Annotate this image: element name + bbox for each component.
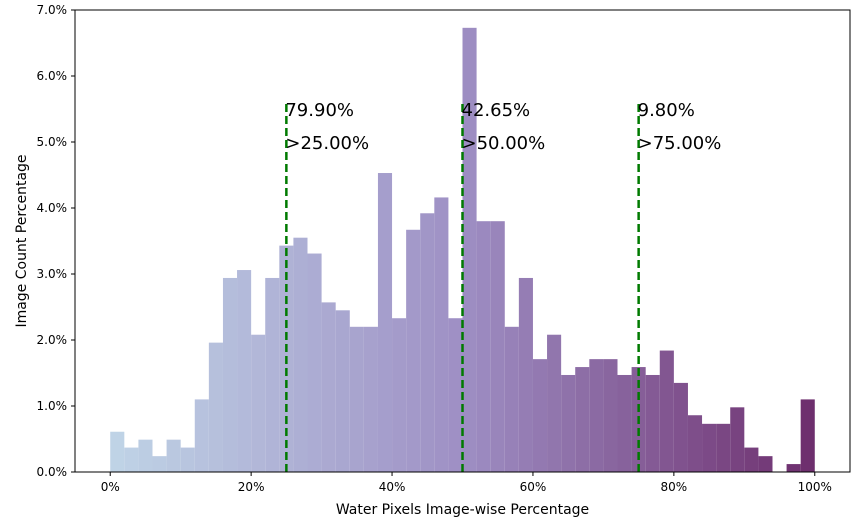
threshold-value-label: 42.65% <box>462 100 531 121</box>
histogram-bar <box>434 197 449 472</box>
x-tick-label: 100% <box>798 480 832 494</box>
histogram-bar <box>293 237 308 472</box>
histogram-bar <box>589 359 604 472</box>
histogram-bar <box>702 423 717 472</box>
histogram-bar <box>363 326 378 472</box>
histogram-bar <box>335 310 350 472</box>
histogram-bar <box>490 221 505 472</box>
x-tick-label: 20% <box>238 480 265 494</box>
histogram-bar <box>716 423 731 472</box>
histogram-bar <box>124 447 139 472</box>
y-tick-label: 6.0% <box>37 69 68 83</box>
histogram-bar <box>152 456 167 472</box>
histogram-bar <box>603 359 618 472</box>
threshold-value-label: 9.80% <box>638 100 695 121</box>
y-tick-label: 4.0% <box>37 201 68 215</box>
histogram-bar <box>166 439 181 472</box>
bars-group <box>110 27 815 472</box>
histogram-bar <box>251 334 266 472</box>
histogram-bar <box>504 326 519 472</box>
y-axis-ticks: 0.0% 1.0% 2.0% 3.0% 4.0% 5.0% 6.0% 7.0% <box>37 3 75 479</box>
histogram-bar <box>208 342 223 472</box>
threshold-value-label: 79.90% <box>285 100 354 121</box>
y-tick-label: 5.0% <box>37 135 68 149</box>
y-axis-label: Image Count Percentage <box>14 154 30 327</box>
histogram-bar <box>307 253 322 472</box>
histogram-bar <box>561 374 576 472</box>
x-tick-label: 80% <box>661 480 688 494</box>
y-tick-label: 7.0% <box>37 3 68 17</box>
histogram-bar <box>392 318 407 472</box>
histogram-bar <box>110 431 125 472</box>
x-tick-label: 40% <box>379 480 406 494</box>
threshold-range-label: >50.00% <box>462 133 546 154</box>
histogram-bar <box>518 277 533 472</box>
histogram-bar <box>222 277 238 472</box>
histogram-bar <box>532 359 548 472</box>
histogram-bar <box>377 173 393 472</box>
histogram-bar <box>575 367 590 472</box>
x-tick-label: 0% <box>101 480 120 494</box>
histogram-bar <box>138 439 153 472</box>
y-tick-label: 0.0% <box>37 465 68 479</box>
histogram-bar <box>730 407 745 472</box>
histogram-bar <box>687 415 703 472</box>
histogram-bar <box>180 447 195 472</box>
threshold-range-label: >25.00% <box>285 133 369 154</box>
histogram-bar <box>406 229 421 472</box>
x-axis-ticks: 0% 20% 40% 60% 80% 100% <box>101 472 832 494</box>
histogram-bar <box>349 326 364 472</box>
x-tick-label: 60% <box>520 480 547 494</box>
plot-frame <box>74 9 851 473</box>
y-tick-label: 2.0% <box>37 333 68 347</box>
histogram-bar <box>476 221 491 472</box>
histogram-bar <box>673 382 688 472</box>
histogram-bar <box>194 399 209 472</box>
threshold-lines-group: 79.90% >25.00% 42.65% >50.00% 9.80% >75.00% <box>285 100 721 472</box>
histogram-bar <box>786 464 801 472</box>
y-tick-label: 1.0% <box>37 399 68 413</box>
histogram-bar <box>547 334 562 472</box>
histogram-bar <box>800 399 815 472</box>
histogram-bar <box>617 374 632 472</box>
histogram-bar <box>744 447 759 472</box>
histogram-bar <box>265 277 280 472</box>
histogram-bar <box>645 374 660 472</box>
y-tick-label: 3.0% <box>37 267 68 281</box>
histogram-bar <box>448 318 463 472</box>
histogram-bar <box>758 456 773 472</box>
histogram-bar <box>321 302 336 472</box>
histogram-bar <box>420 213 435 472</box>
histogram-bar <box>237 270 252 472</box>
x-axis-label: Water Pixels Image-wise Percentage <box>336 502 589 518</box>
histogram-bar <box>659 350 674 472</box>
threshold-range-label: >75.00% <box>638 133 722 154</box>
histogram-bar <box>462 27 477 472</box>
